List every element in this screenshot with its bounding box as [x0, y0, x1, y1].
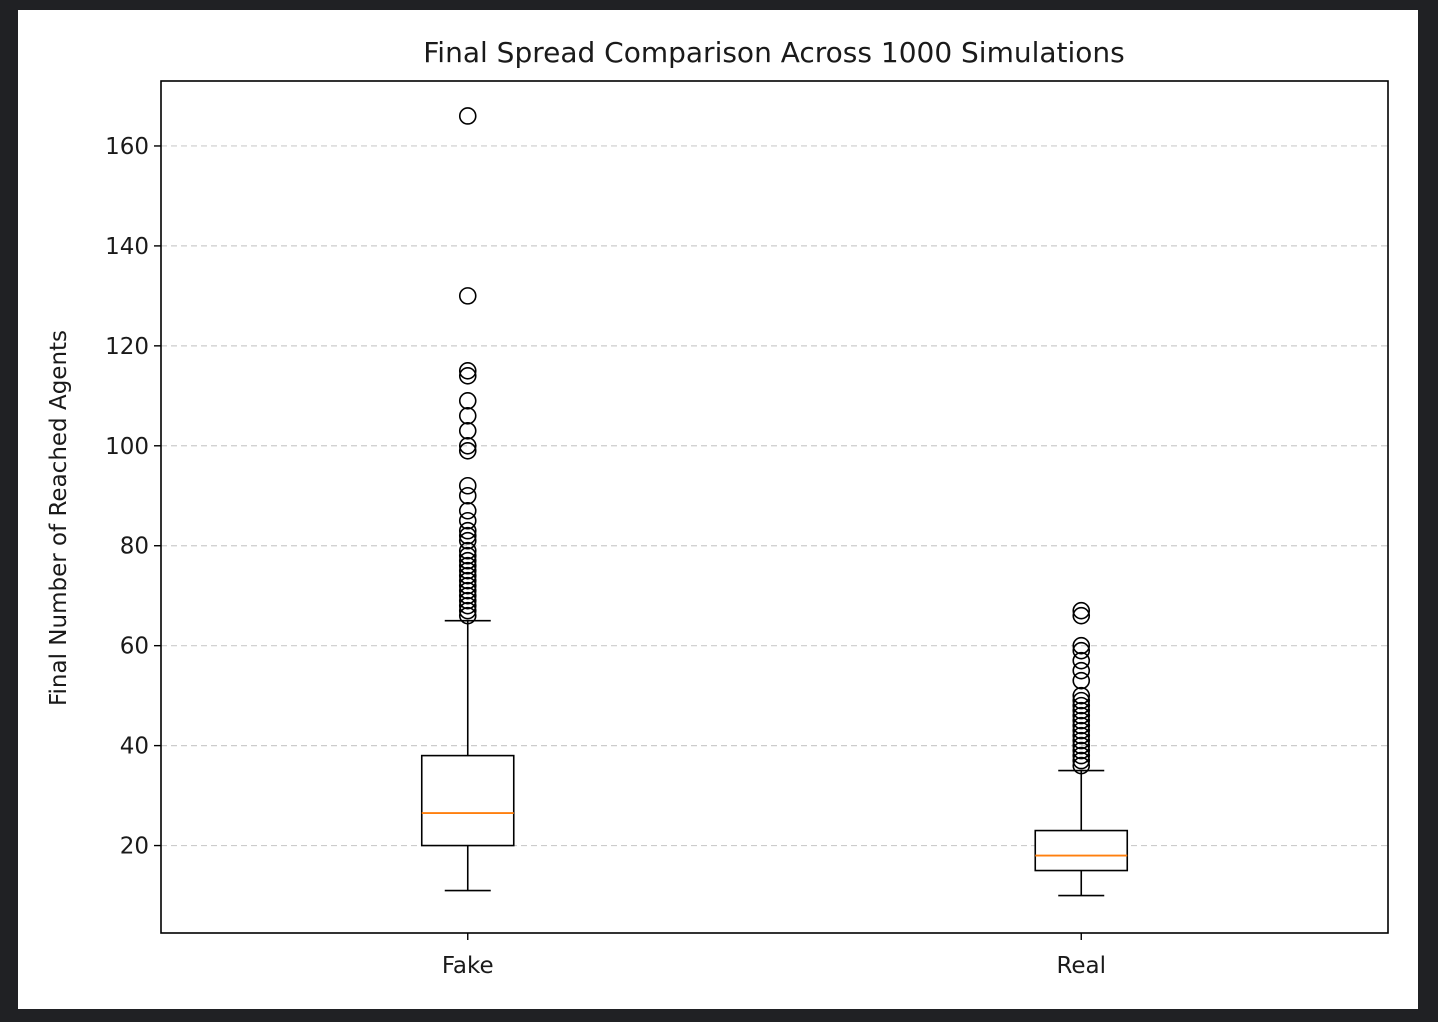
- outlier-fake-5: [458, 407, 477, 425]
- outlier-fake-12: [458, 511, 477, 530]
- outlier-real-16: [1072, 731, 1091, 750]
- y-tick-label-140: 140: [105, 234, 149, 260]
- outlier-real-6: [1072, 671, 1091, 690]
- outlier-fake-24: [458, 581, 477, 600]
- outlier-fake-18: [458, 551, 477, 570]
- y-tick-label-40: 40: [120, 734, 149, 760]
- iqr-box-real: [1034, 829, 1129, 872]
- outlier-real-9: [1072, 696, 1091, 715]
- outlier-real-19: [1072, 746, 1091, 765]
- outlier-fake-26: [458, 591, 477, 610]
- outlier-fake-8: [458, 441, 477, 460]
- y-tick-label-80: 80: [120, 534, 149, 560]
- outlier-fake-10: [458, 486, 477, 505]
- outlier-real-2: [1072, 636, 1091, 655]
- outlier-fake-0: [458, 107, 477, 125]
- outlier-real-14: [1072, 721, 1091, 740]
- x-tick-label-real: Real: [1056, 953, 1106, 979]
- outlier-fake-3: [458, 367, 477, 385]
- outlier-fake-6: [458, 421, 477, 440]
- outlier-real-1: [1072, 606, 1091, 625]
- outlier-real-18: [1072, 741, 1091, 760]
- outlier-real-8: [1072, 691, 1091, 710]
- y-tick-label-160: 160: [105, 134, 149, 160]
- box-fake: [420, 107, 515, 892]
- outlier-fake-19: [458, 556, 477, 575]
- outlier-fake-15: [458, 531, 477, 550]
- box-real: [1034, 601, 1129, 897]
- outlier-real-20: [1072, 751, 1091, 770]
- y-tick-label-120: 120: [105, 334, 149, 360]
- iqr-box-fake: [420, 754, 515, 847]
- figure: Final Spread Comparison Across 1000 Simu…: [18, 10, 1418, 1009]
- outlier-fake-14: [458, 526, 477, 545]
- outlier-fake-16: [458, 541, 477, 560]
- outlier-real-15: [1072, 726, 1091, 745]
- outlier-fake-11: [458, 501, 477, 520]
- grid-layer: [161, 145, 1388, 847]
- outlier-fake-9: [458, 476, 477, 495]
- outlier-real-21: [1072, 756, 1091, 775]
- outlier-fake-17: [458, 546, 477, 565]
- x-tick-label-fake: Fake: [442, 953, 494, 979]
- y-axis: 20 40 60 80 100 120 140 160: [105, 134, 161, 860]
- outlier-real-7: [1072, 686, 1091, 705]
- outlier-fake-21: [458, 566, 477, 585]
- outlier-real-11: [1072, 706, 1091, 725]
- outlier-fake-29: [458, 606, 477, 625]
- outlier-real-4: [1072, 651, 1091, 670]
- outlier-real-12: [1072, 711, 1091, 730]
- outlier-fake-4: [458, 392, 477, 410]
- outlier-real-0: [1072, 601, 1091, 620]
- box-layer: [420, 107, 1129, 897]
- outlier-real-17: [1072, 736, 1091, 755]
- boxplot-chart: Final Spread Comparison Across 1000 Simu…: [46, 36, 1389, 979]
- y-tick-label-20: 20: [120, 834, 149, 860]
- outlier-fake-1: [458, 287, 477, 305]
- outlier-real-3: [1072, 641, 1091, 660]
- outlier-real-13: [1072, 716, 1091, 735]
- chart-title: Final Spread Comparison Across 1000 Simu…: [423, 36, 1125, 69]
- outlier-fake-7: [458, 436, 477, 455]
- x-axis: Fake Real: [442, 933, 1106, 979]
- y-axis-label: Final Number of Reached Agents: [46, 330, 72, 706]
- outlier-fake-22: [458, 571, 477, 590]
- outlier-fake-13: [458, 521, 477, 540]
- plot-frame: [160, 80, 1389, 934]
- outlier-fake-23: [458, 576, 477, 595]
- outlier-fake-20: [458, 561, 477, 580]
- y-tick-label-60: 60: [120, 634, 149, 660]
- outlier-fake-27: [458, 596, 477, 615]
- outlier-real-5: [1072, 661, 1091, 680]
- y-tick-label-100: 100: [105, 434, 149, 460]
- outlier-fake-28: [458, 601, 477, 620]
- outlier-real-10: [1072, 701, 1091, 720]
- outlier-fake-2: [458, 362, 477, 380]
- outlier-fake-25: [458, 586, 477, 605]
